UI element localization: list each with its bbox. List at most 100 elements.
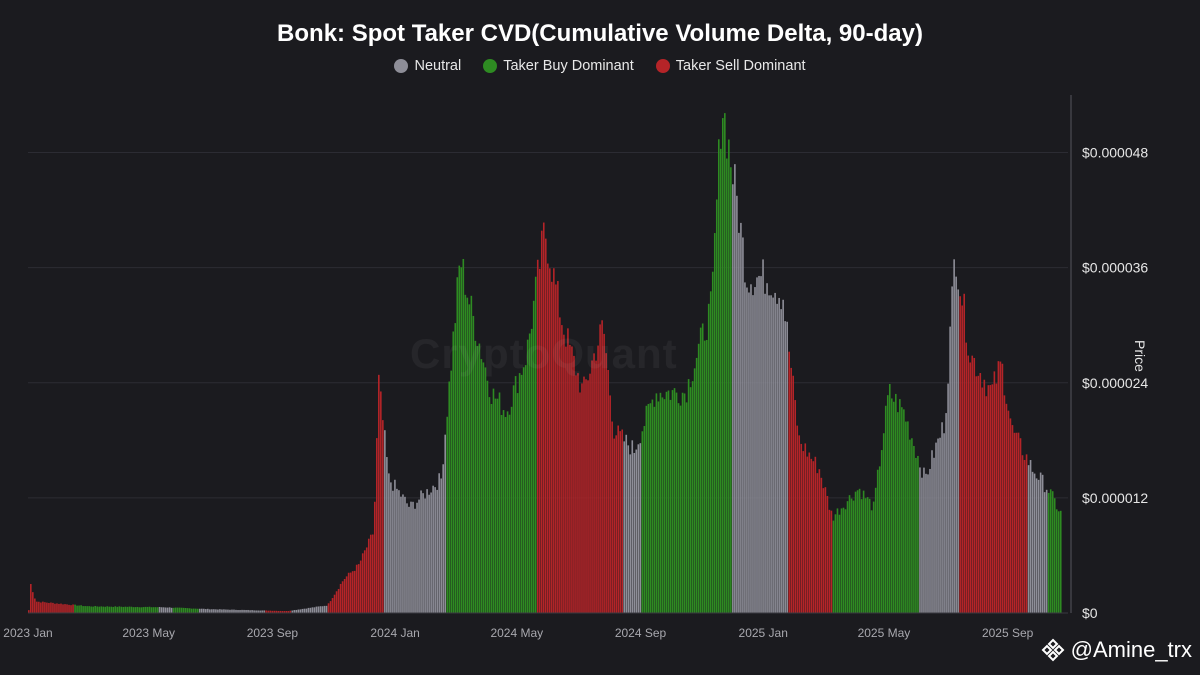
price-bar	[796, 425, 799, 613]
price-bar	[878, 466, 881, 613]
price-bar	[571, 346, 573, 613]
price-bar	[838, 514, 841, 613]
price-bar	[639, 443, 642, 613]
price-bar	[257, 610, 259, 613]
price-bar	[671, 390, 674, 613]
price-bar	[418, 499, 420, 613]
price-bar	[921, 477, 923, 613]
price-bar	[852, 500, 855, 613]
price-bar	[947, 383, 949, 613]
price-bar	[237, 610, 239, 613]
price-bar	[943, 433, 945, 613]
price-bar	[651, 399, 654, 613]
price-bar	[134, 607, 137, 613]
price-bar	[138, 607, 141, 613]
price-bar	[534, 276, 537, 613]
price-bar	[848, 495, 851, 613]
price-bar	[380, 391, 382, 613]
price-bar	[32, 592, 34, 613]
legend-item-neutral[interactable]: Neutral	[394, 58, 461, 74]
price-bar	[657, 401, 660, 613]
price-bar	[788, 351, 790, 613]
price-bar	[190, 608, 193, 613]
price-bar	[414, 508, 416, 613]
price-bar	[701, 323, 704, 613]
price-bar	[963, 293, 965, 613]
price-bar	[235, 609, 237, 613]
price-bar	[846, 501, 849, 613]
price-bar	[874, 487, 877, 613]
price-bar	[512, 385, 515, 613]
legend-dot-taker-buy	[483, 59, 498, 73]
price-bar	[440, 478, 442, 613]
price-bar	[1035, 478, 1038, 613]
price-bar	[329, 601, 332, 613]
price-bar	[665, 391, 668, 613]
x-tick-label: 2023 Jan	[3, 626, 52, 640]
price-bar	[84, 606, 86, 613]
price-bar	[551, 281, 553, 613]
price-bar	[949, 326, 951, 613]
price-bar	[186, 608, 189, 613]
price-bar	[482, 362, 485, 613]
price-bar	[54, 603, 56, 613]
price-bar	[818, 469, 821, 613]
legend-dot-taker-sell	[655, 59, 670, 73]
price-bar	[983, 379, 986, 613]
price-bar	[150, 607, 153, 613]
price-bar	[112, 606, 115, 613]
price-bar	[390, 482, 392, 613]
price-bar	[561, 325, 563, 613]
price-bar	[231, 609, 233, 613]
price-bar	[402, 494, 404, 613]
price-bar	[102, 606, 105, 613]
price-bar	[271, 610, 273, 613]
price-bar	[70, 605, 72, 613]
price-bar	[158, 606, 161, 613]
price-bar	[488, 397, 491, 613]
price-bar	[247, 609, 249, 613]
price-bar	[249, 610, 251, 613]
price-bar	[182, 607, 185, 613]
price-bar	[319, 606, 322, 613]
price-bar	[428, 494, 430, 613]
y-tick-label: $0	[1082, 605, 1098, 621]
price-bar	[229, 609, 231, 613]
price-bar	[542, 222, 545, 614]
price-bar	[1041, 474, 1044, 613]
price-bar	[563, 334, 565, 613]
legend-item-taker-buy[interactable]: Taker Buy Dominant	[483, 58, 634, 74]
price-bar	[703, 340, 706, 613]
price-bar	[259, 610, 261, 613]
price-bar	[929, 468, 931, 613]
price-bar	[450, 370, 453, 613]
price-bar	[221, 609, 223, 613]
price-bar	[88, 606, 90, 613]
price-bar	[388, 473, 390, 613]
price-bar	[241, 609, 243, 613]
price-bar	[378, 374, 380, 613]
price-bar	[555, 284, 557, 613]
price-bar	[196, 608, 199, 613]
price-bar	[977, 375, 980, 613]
legend-label-taker-sell: Taker Sell Dominant	[675, 58, 806, 74]
legend-item-taker-sell[interactable]: Taker Sell Dominant	[655, 58, 806, 74]
price-bar	[392, 490, 394, 613]
price-bar	[454, 323, 457, 613]
price-bar	[160, 607, 163, 613]
price-bar	[438, 473, 440, 613]
x-tick-label: 2024 May	[490, 626, 543, 640]
price-bar	[870, 510, 873, 613]
price-bar	[448, 381, 451, 613]
y-tick-label: $0.000036	[1082, 260, 1148, 276]
price-bar	[100, 606, 103, 613]
price-bar	[575, 375, 577, 613]
price-bar	[180, 607, 183, 613]
price-bar	[28, 610, 30, 613]
price-bar	[255, 610, 257, 613]
price-bar	[862, 490, 865, 613]
price-bar	[108, 606, 111, 613]
price-bar	[124, 606, 127, 613]
price-bar	[605, 353, 607, 613]
